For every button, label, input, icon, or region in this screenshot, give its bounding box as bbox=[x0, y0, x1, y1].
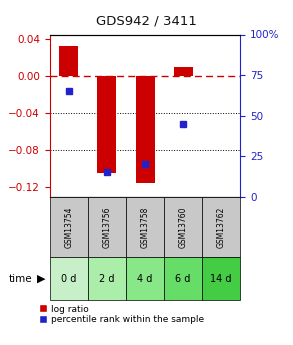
Text: GSM13756: GSM13756 bbox=[103, 206, 111, 248]
Bar bbox=[164, 197, 202, 257]
Bar bbox=[126, 257, 164, 300]
Bar bbox=[98, 76, 117, 174]
Bar bbox=[202, 197, 240, 257]
Bar bbox=[135, 76, 155, 183]
Text: time: time bbox=[9, 274, 33, 284]
Text: GSM13754: GSM13754 bbox=[64, 206, 73, 248]
Text: 0 d: 0 d bbox=[61, 274, 76, 284]
Bar bbox=[88, 257, 126, 300]
Text: GDS942 / 3411: GDS942 / 3411 bbox=[96, 14, 197, 28]
Bar bbox=[126, 197, 164, 257]
Text: 4 d: 4 d bbox=[137, 274, 153, 284]
Bar bbox=[173, 67, 193, 76]
Text: GSM13762: GSM13762 bbox=[217, 206, 226, 247]
Bar bbox=[59, 46, 79, 76]
Legend: log ratio, percentile rank within the sample: log ratio, percentile rank within the sa… bbox=[40, 305, 204, 324]
Bar bbox=[202, 257, 240, 300]
Bar bbox=[50, 197, 88, 257]
Text: GSM13760: GSM13760 bbox=[179, 206, 188, 248]
Bar bbox=[164, 257, 202, 300]
Bar bbox=[50, 257, 88, 300]
Text: 2 d: 2 d bbox=[99, 274, 115, 284]
Text: GSM13758: GSM13758 bbox=[141, 206, 149, 247]
Bar bbox=[88, 197, 126, 257]
Text: ▶: ▶ bbox=[37, 274, 45, 284]
Text: 14 d: 14 d bbox=[210, 274, 232, 284]
Text: 6 d: 6 d bbox=[176, 274, 191, 284]
